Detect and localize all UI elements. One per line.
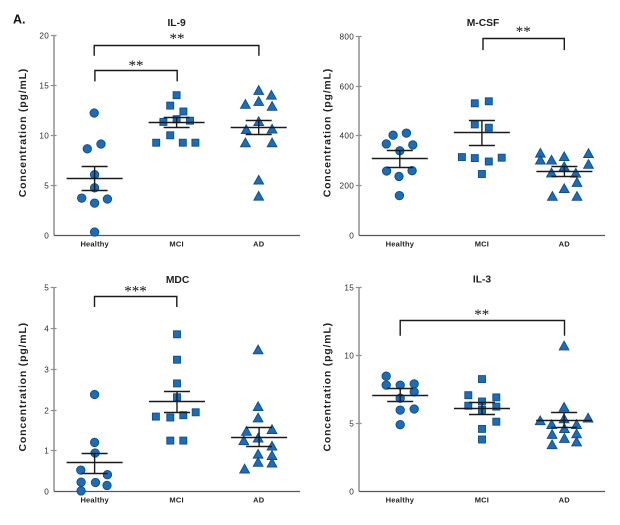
svg-text:Healthy: Healthy [386,239,415,248]
svg-text:MDC: MDC [166,275,190,286]
svg-text:Healthy: Healthy [386,496,415,505]
svg-text:0: 0 [349,231,354,240]
svg-text:2: 2 [44,406,49,415]
svg-text:Concentration (pg/mL): Concentration (pg/mL) [17,68,29,197]
svg-text:0: 0 [349,487,354,496]
svg-text:**: ** [474,307,489,323]
svg-text:AD: AD [559,239,571,248]
svg-text:3: 3 [44,365,49,374]
svg-text:IL-3: IL-3 [473,275,492,286]
svg-text:15: 15 [39,81,49,90]
svg-text:MCI: MCI [475,496,489,505]
svg-text:200: 200 [339,181,354,190]
svg-text:4: 4 [44,324,49,333]
svg-text:AD: AD [253,496,265,505]
svg-text:800: 800 [339,32,354,41]
svg-text:**: ** [516,24,531,40]
svg-text:AD: AD [253,239,265,248]
svg-text:IL-9: IL-9 [167,18,186,29]
svg-text:20: 20 [39,31,49,40]
svg-text:Healthy: Healthy [80,496,109,505]
svg-text:***: *** [124,284,147,300]
svg-text:0: 0 [44,487,49,496]
svg-text:**: ** [170,31,185,47]
svg-text:A.: A. [13,13,26,27]
svg-text:Concentration (pg/mL): Concentration (pg/mL) [17,322,29,451]
svg-text:5: 5 [44,181,49,190]
svg-text:**: ** [129,58,144,74]
svg-text:1: 1 [44,446,49,455]
svg-text:MCI: MCI [169,239,183,248]
svg-text:Concentration (pg/mL): Concentration (pg/mL) [322,322,334,451]
svg-text:15: 15 [344,283,354,292]
svg-text:400: 400 [339,131,354,140]
svg-text:600: 600 [339,82,354,91]
svg-text:M-CSF: M-CSF [467,18,500,29]
svg-text:5: 5 [44,283,49,292]
svg-text:10: 10 [344,351,354,360]
svg-text:5: 5 [349,419,354,428]
svg-text:10: 10 [39,131,49,140]
svg-text:Concentration (pg/mL): Concentration (pg/mL) [322,68,334,197]
svg-text:AD: AD [559,496,571,505]
svg-text:Healthy: Healthy [80,239,109,248]
svg-text:MCI: MCI [169,496,183,505]
svg-text:0: 0 [44,231,49,240]
svg-text:MCI: MCI [475,239,489,248]
